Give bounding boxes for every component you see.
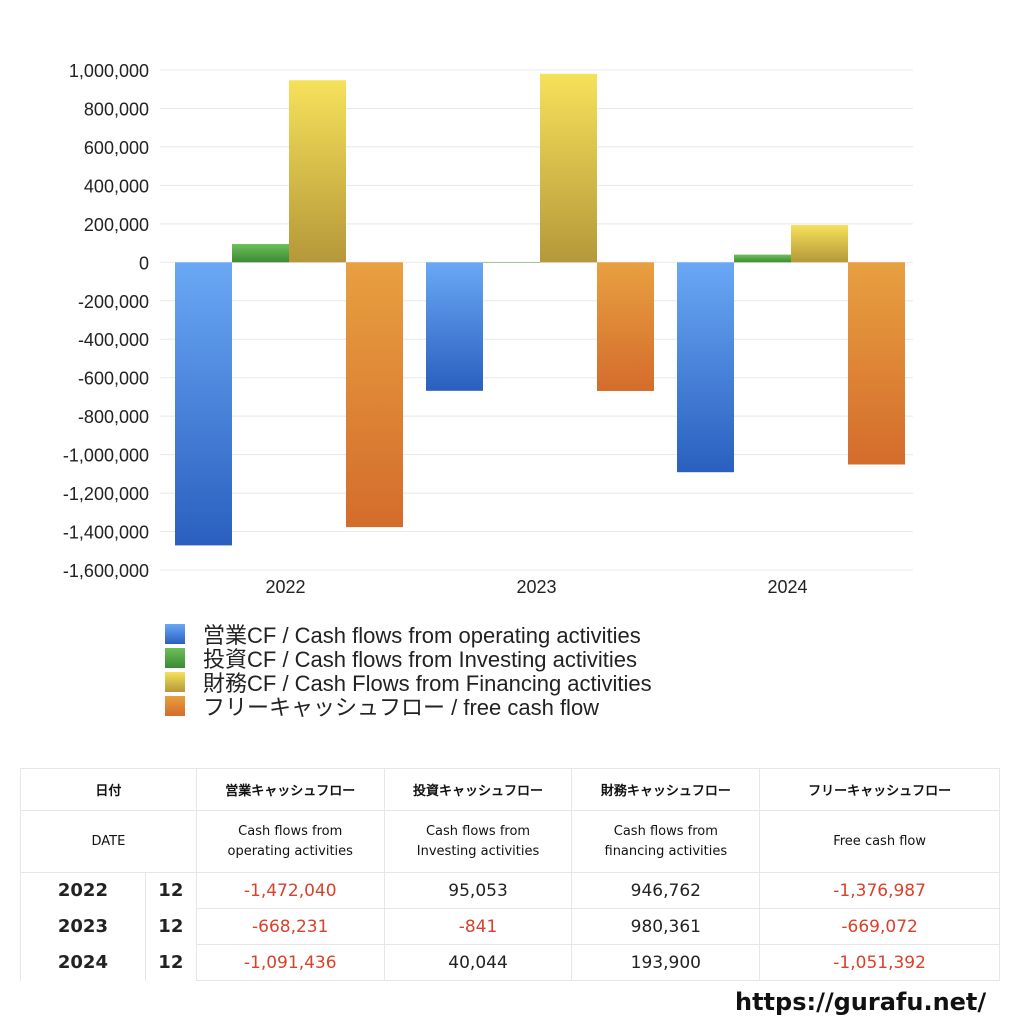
- y-tick-label: -200,000: [78, 292, 149, 312]
- y-tick-label: 1,000,000: [69, 61, 149, 81]
- legend-label: フリーキャッシュフロー / free cash flow: [203, 695, 600, 720]
- value-cell: 980,361: [571, 908, 761, 945]
- y-tick-label: 400,000: [84, 176, 149, 196]
- cash-flow-bar-chart: 1,000,000 800,000 600,000 400,000 200,000 0 -2…: [63, 61, 913, 597]
- legend-item: フリーキャッシュフロー / free cash flow: [165, 694, 652, 720]
- value-cell: -841: [383, 908, 573, 945]
- header-free-jp: フリーキャッシュフロー: [759, 768, 1000, 811]
- y-tick-label: 0: [139, 253, 149, 273]
- year-cell: 2023: [20, 908, 146, 945]
- y-tick-label: -1,600,000: [63, 561, 149, 581]
- header-free-en: Free cash flow: [759, 810, 1000, 873]
- x-tick-label: 2022: [265, 577, 305, 597]
- legend-item: 財務CF / Cash Flows from Financing activit…: [165, 670, 652, 696]
- month-cell: 12: [144, 872, 197, 909]
- year-cell: 2022: [20, 872, 146, 909]
- bar-series-1-2024: [734, 254, 791, 263]
- y-tick-label: -1,000,000: [63, 446, 149, 466]
- bar-series-0-2022: [175, 262, 232, 546]
- bar-series-0-2023: [426, 262, 483, 391]
- table-header-jp: 日付 営業キャッシュフロー 投資キャッシュフロー 財務キャッシュフロー フリーキ…: [20, 768, 1000, 811]
- value-cell: 946,762: [571, 872, 761, 909]
- table-row: 2022 12 -1,472,040 95,053 946,762 -1,376,987: [20, 872, 1000, 909]
- value-cell: 95,053: [383, 872, 573, 909]
- bar-series-2-2024: [791, 225, 848, 263]
- bar-series-2-2022: [289, 80, 346, 263]
- y-tick-label: 600,000: [84, 138, 149, 158]
- value-cell: 193,900: [571, 944, 761, 981]
- value-cell: -1,091,436: [195, 944, 385, 981]
- site-url[interactable]: https://gurafu.net/: [735, 988, 987, 1016]
- legend-label: 営業CF / Cash flows from operating activit…: [203, 623, 641, 648]
- bar-series-3-2024: [848, 262, 905, 465]
- value-cell: -669,072: [759, 908, 1000, 945]
- bar-series-0-2024: [677, 262, 734, 473]
- legend-swatch: [165, 624, 185, 644]
- header-financing-jp: 財務キャッシュフロー: [571, 768, 761, 811]
- bar-series-1-2022: [232, 244, 289, 263]
- legend-label: 財務CF / Cash Flows from Financing activit…: [203, 671, 652, 696]
- y-tick-label: 200,000: [84, 215, 149, 235]
- legend-swatch: [165, 648, 185, 668]
- header-date-en: DATE: [20, 810, 197, 873]
- bar-series-3-2023: [597, 262, 654, 391]
- value-cell: 40,044: [383, 944, 573, 981]
- bar-series-2-2023: [540, 73, 597, 263]
- header-operating-jp: 営業キャッシュフロー: [195, 768, 385, 811]
- header-financing-en: Cash flows from financing activities: [571, 810, 761, 873]
- legend-label: 投資CF / Cash flows from Investing activit…: [203, 647, 638, 672]
- legend-swatch: [165, 696, 185, 716]
- value-cell: -1,051,392: [759, 944, 1000, 981]
- value-cell: -1,376,987: [759, 872, 1000, 909]
- y-tick-label: -800,000: [78, 407, 149, 427]
- legend-item: 営業CF / Cash flows from operating activit…: [165, 622, 652, 648]
- x-tick-label: 2023: [516, 577, 556, 597]
- y-tick-label: 800,000: [84, 99, 149, 119]
- table-header-en: DATE Cash flows from operating activitie…: [20, 810, 1000, 873]
- chart-legend: 営業CF / Cash flows from operating activit…: [165, 622, 652, 720]
- cash-flow-table: 日付 営業キャッシュフロー 投資キャッシュフロー 財務キャッシュフロー フリーキ…: [20, 768, 1000, 981]
- y-tick-label: -400,000: [78, 330, 149, 350]
- bar-series-1-2023: [483, 262, 540, 263]
- y-tick-label: -600,000: [78, 369, 149, 389]
- header-operating-en: Cash flows from operating activities: [195, 810, 385, 873]
- legend-swatch: [165, 672, 185, 692]
- x-tick-label: 2024: [767, 577, 807, 597]
- month-cell: 12: [144, 944, 197, 981]
- legend-item: 投資CF / Cash flows from Investing activit…: [165, 646, 652, 672]
- bar-series-3-2022: [346, 262, 403, 528]
- header-investing-jp: 投資キャッシュフロー: [383, 768, 573, 811]
- table-row: 2023 12 -668,231 -841 980,361 -669,072: [20, 908, 1000, 945]
- y-tick-label: -1,400,000: [63, 523, 149, 543]
- month-cell: 12: [144, 908, 197, 945]
- year-cell: 2024: [20, 944, 146, 981]
- value-cell: -1,472,040: [195, 872, 385, 909]
- y-tick-label: -1,200,000: [63, 484, 149, 504]
- value-cell: -668,231: [195, 908, 385, 945]
- header-investing-en: Cash flows from Investing activities: [383, 810, 573, 873]
- table-row: 2024 12 -1,091,436 40,044 193,900 -1,051,392: [20, 944, 1000, 981]
- header-date-jp: 日付: [20, 768, 197, 811]
